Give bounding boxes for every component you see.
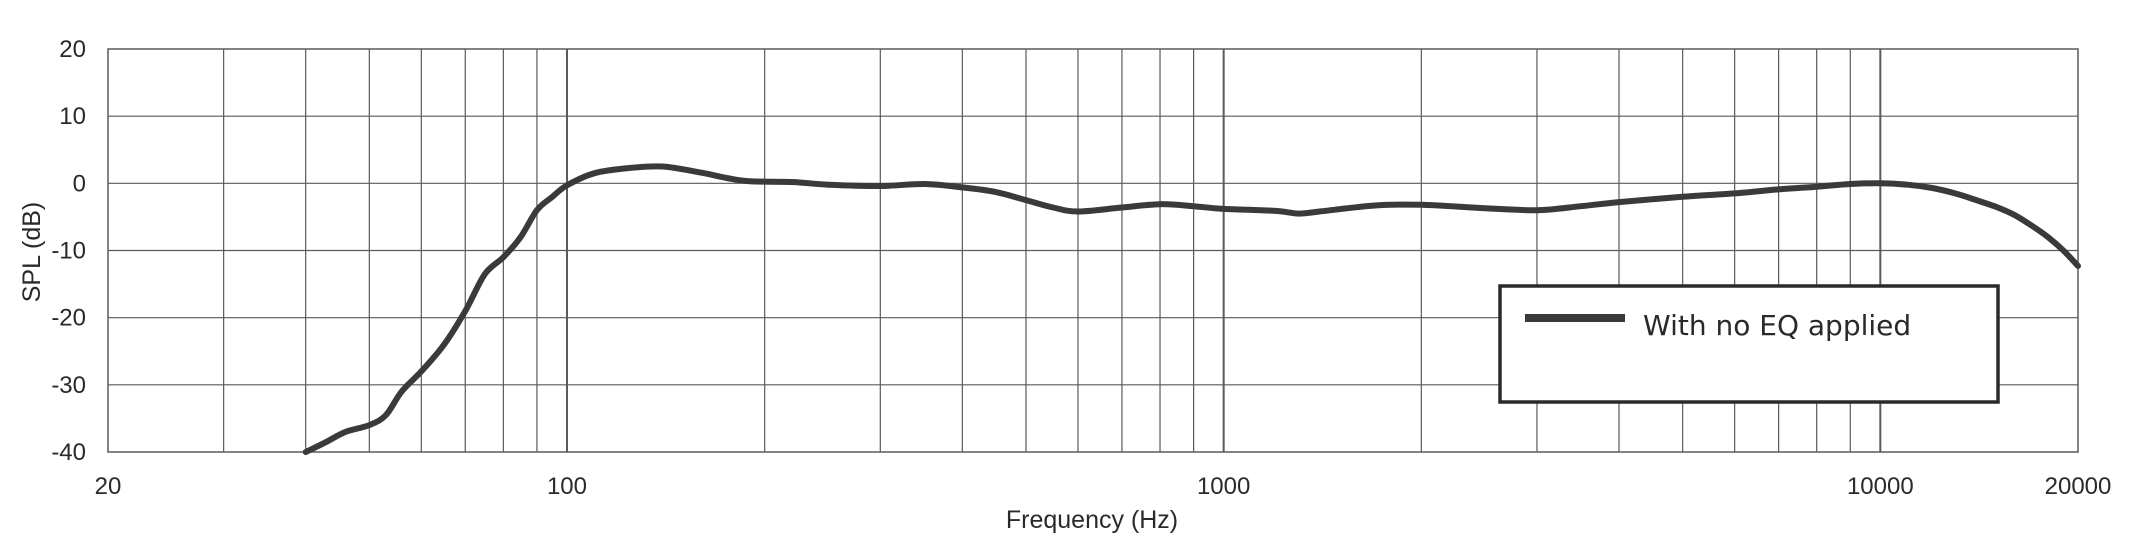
legend-label: With no EQ applied xyxy=(1643,309,1911,342)
x-tick-label: 100 xyxy=(547,473,587,500)
x-tick-label: 1000 xyxy=(1197,473,1250,500)
x-axis-title: Frequency (Hz) xyxy=(1006,506,1178,534)
x-tick-labels: 20 100 1000 10000 20000 xyxy=(95,473,2112,500)
series-line-no-eq xyxy=(302,163,2081,455)
x-tick-label: 20 xyxy=(95,473,122,500)
y-tick-labels: 20 10 0 -10 -20 -30 -40 xyxy=(51,36,86,466)
legend: With no EQ applied xyxy=(1498,284,2000,404)
y-tick-label: 0 xyxy=(73,170,86,197)
y-tick-label: -20 xyxy=(51,305,86,332)
y-tick-label: -10 xyxy=(51,238,86,265)
x-tick-label: 10000 xyxy=(1847,473,1914,500)
y-tick-label: 10 xyxy=(59,103,86,130)
y-tick-label: 20 xyxy=(59,36,86,63)
y-tick-label: -30 xyxy=(51,372,86,399)
plot-frame xyxy=(107,48,2079,453)
x-tick-label: 20000 xyxy=(2045,473,2112,500)
grid-major xyxy=(108,49,2078,452)
y-axis-title: SPL (dB) xyxy=(18,202,46,303)
legend-box xyxy=(1498,284,2000,404)
y-tick-label: -40 xyxy=(51,439,86,466)
